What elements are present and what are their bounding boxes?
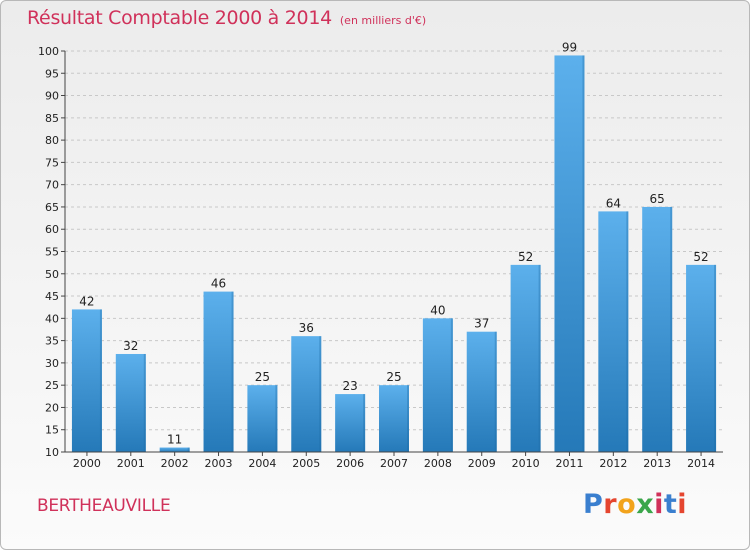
data-label: 11 — [167, 433, 182, 447]
y-tick-label: 30 — [45, 357, 59, 370]
logo-letter: i — [677, 489, 688, 520]
data-label: 25 — [255, 370, 270, 384]
x-tick-label: 2014 — [687, 457, 715, 470]
labels: 10 15 20 25 30 35 40 45 50 55 60 65 70 75 80 85 90 95 100 4… — [38, 40, 715, 470]
x-tick-label: 2012 — [599, 457, 627, 470]
data-label: 42 — [79, 294, 94, 308]
bar-2009 — [466, 331, 497, 452]
y-tick-label: 90 — [45, 90, 59, 103]
data-label: 37 — [474, 317, 489, 331]
chart-title-block: Résultat Comptable 2000 à 2014 (en millie… — [27, 7, 426, 29]
x-tick-label: 2008 — [424, 457, 452, 470]
y-tick-label: 55 — [45, 246, 59, 259]
bar-edge — [538, 264, 541, 452]
bars — [71, 55, 717, 452]
x-tick-label: 2007 — [380, 457, 408, 470]
bar-2002 — [159, 447, 190, 452]
bar-edge — [582, 55, 585, 452]
y-tick-label: 80 — [45, 134, 59, 147]
y-tick-label: 75 — [45, 156, 59, 169]
x-tick-label: 2000 — [73, 457, 101, 470]
bar-edge — [494, 331, 497, 452]
y-tick-label: 15 — [45, 424, 59, 437]
y-tick-label: 10 — [45, 446, 59, 459]
bar-2001 — [115, 353, 146, 452]
bar-edge — [319, 336, 322, 452]
y-tick-label: 25 — [45, 379, 59, 392]
bar-edge — [363, 394, 366, 452]
bar-2006 — [335, 394, 366, 452]
y-tick-label: 85 — [45, 112, 59, 125]
logo-letter: o — [617, 489, 637, 520]
x-tick-label: 2006 — [336, 457, 364, 470]
data-label: 36 — [299, 321, 314, 335]
data-label: 25 — [386, 370, 401, 384]
x-tick-label: 2011 — [555, 457, 583, 470]
y-tick-label: 65 — [45, 201, 59, 214]
y-tick-label: 50 — [45, 268, 59, 281]
chart-subtitle: (en milliers d'€) — [339, 14, 427, 27]
y-tick-label: 35 — [45, 335, 59, 348]
bar-edge — [143, 353, 146, 452]
data-label: 52 — [518, 250, 533, 264]
x-tick-label: 2004 — [248, 457, 276, 470]
logo-letter: P — [583, 489, 604, 520]
data-label: 40 — [430, 303, 445, 317]
bar-edge — [275, 385, 278, 452]
logo-letter: t — [663, 489, 678, 520]
bar-edge — [231, 291, 234, 452]
y-tick-label: 20 — [45, 401, 59, 414]
bar-edge — [99, 309, 102, 452]
y-tick-label: 100 — [38, 45, 59, 58]
data-label: 23 — [342, 379, 357, 393]
bar-2011 — [554, 55, 585, 452]
axes — [61, 50, 723, 456]
bar-2003 — [203, 291, 234, 452]
x-tick-label: 2003 — [205, 457, 233, 470]
bar-2010 — [510, 264, 541, 452]
data-label: 99 — [562, 40, 577, 54]
x-tick-label: 2010 — [512, 457, 540, 470]
data-label: 46 — [211, 277, 226, 291]
bar-2004 — [247, 385, 278, 452]
bar-2012 — [598, 211, 629, 452]
bar-edge — [626, 211, 629, 452]
commune-name: BERTHEAUVILLE — [37, 496, 171, 516]
y-tick-label: 40 — [45, 312, 59, 325]
bar-2008 — [422, 318, 453, 452]
bar-2000 — [71, 309, 102, 452]
bar-2007 — [379, 385, 409, 452]
data-label: 65 — [650, 192, 665, 206]
bar-2014 — [686, 264, 717, 452]
bar-2005 — [291, 336, 322, 452]
x-tick-label: 2009 — [468, 457, 496, 470]
data-label: 32 — [123, 339, 138, 353]
bar-edge — [670, 206, 673, 452]
logo-letter: x — [636, 489, 655, 520]
data-label: 64 — [606, 196, 621, 210]
bar-edge — [187, 447, 190, 452]
x-tick-label: 2005 — [292, 457, 320, 470]
bar-edge — [407, 385, 409, 452]
logo-letter: i — [654, 489, 664, 520]
x-tick-label: 2002 — [161, 457, 189, 470]
bar-edge — [450, 318, 453, 452]
chart-title: Résultat Comptable 2000 à 2014 — [27, 7, 332, 29]
y-tick-label: 95 — [45, 67, 59, 80]
x-tick-label: 2001 — [117, 457, 145, 470]
y-tick-label: 60 — [45, 223, 59, 236]
bar-edge — [714, 264, 717, 452]
logo-letter: r — [603, 489, 618, 520]
y-tick-label: 70 — [45, 179, 59, 192]
data-label: 52 — [693, 250, 708, 264]
proxiti-logo: Proxiti — [583, 489, 687, 520]
y-tick-label: 45 — [45, 290, 59, 303]
bar-2013 — [642, 206, 673, 452]
x-tick-label: 2013 — [643, 457, 671, 470]
